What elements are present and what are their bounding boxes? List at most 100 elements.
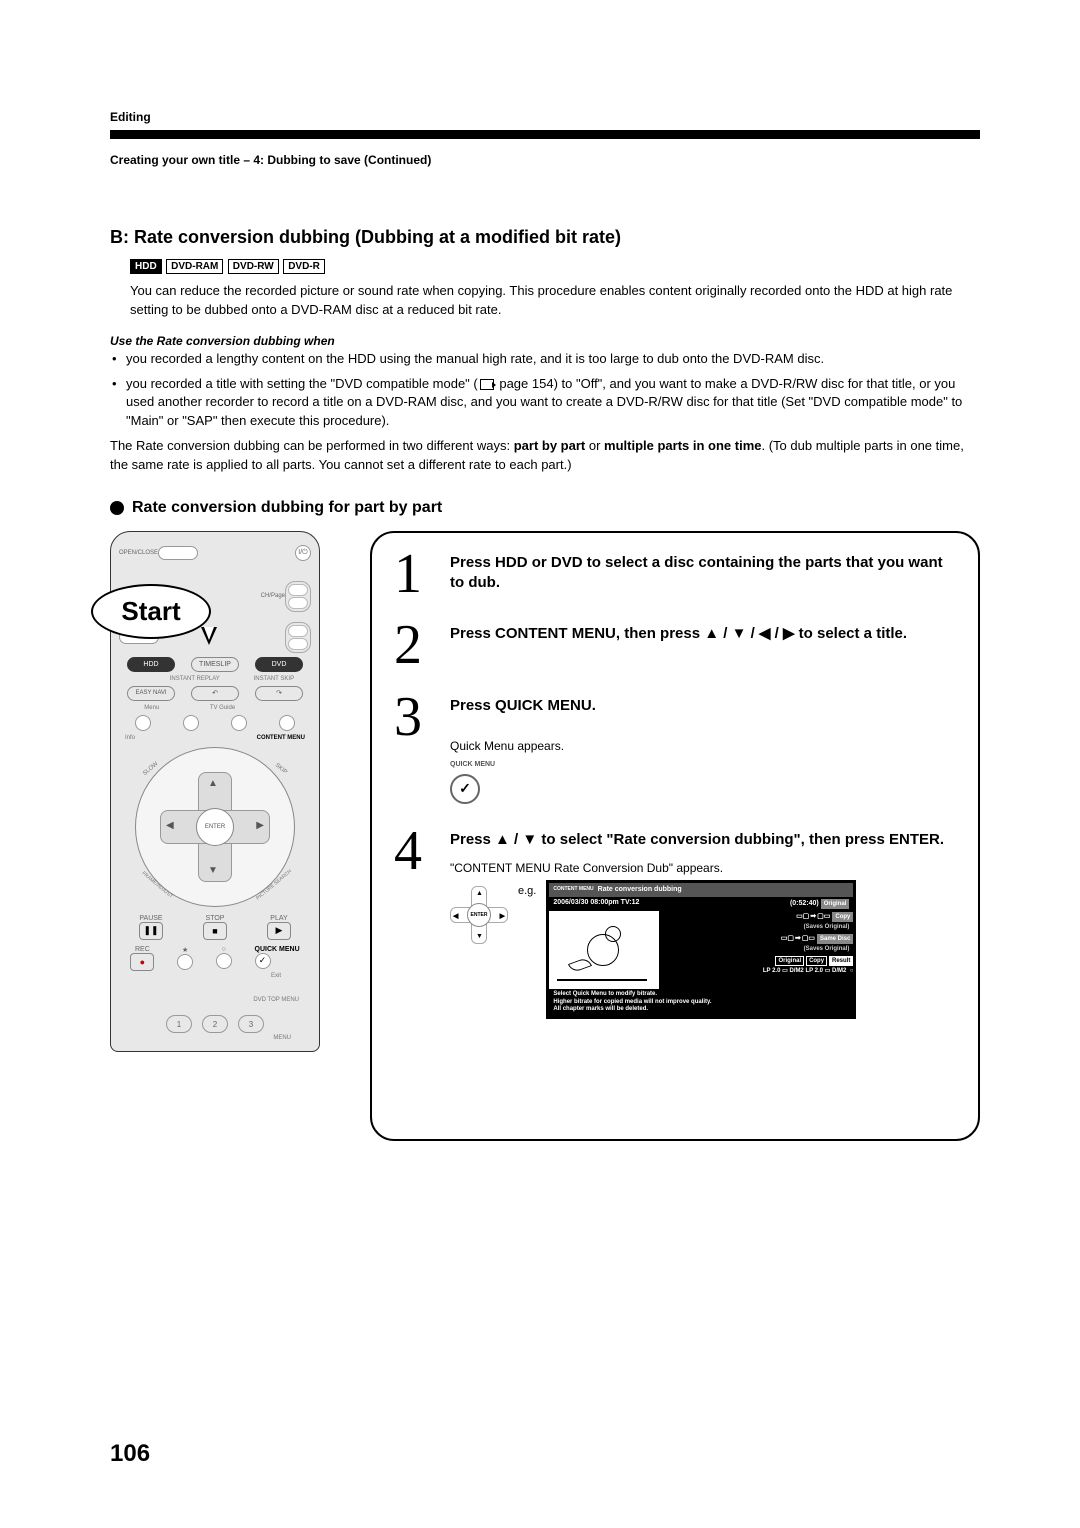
note-d: multiple parts in one time <box>604 438 761 453</box>
vol-down-button[interactable] <box>288 638 308 650</box>
instant-replay-label: INSTANT REPLAY <box>170 676 220 682</box>
intro-text: You can reduce the recorded picture or s… <box>130 282 980 320</box>
exit-label: Exit <box>119 973 311 979</box>
steps-box: 1 Press HDD or DVD to select a disc cont… <box>370 531 980 1141</box>
slow-label: SLOW <box>142 761 159 777</box>
osd-original-badge: Original <box>821 899 850 909</box>
step-4-text: Press ▲ / ▼ to select "Rate conversion d… <box>450 830 956 850</box>
osd-lp-b: LP 2.0 <box>805 968 823 974</box>
up-arrow-icon: ▲ <box>208 778 218 789</box>
bird-icon <box>569 926 629 971</box>
sub-heading-text: Rate conversion dubbing for part by part <box>132 499 442 517</box>
enter-button[interactable]: ENTER <box>196 808 234 846</box>
main-title: B: Rate conversion dubbing (Dubbing at a… <box>110 227 980 248</box>
stop-button[interactable]: ■ <box>203 922 227 940</box>
osd-screen: CONTENT MENU Rate conversion dubbing 200… <box>546 880 856 1019</box>
step-4-number: 4 <box>394 828 438 1019</box>
step-1-number: 1 <box>394 551 438 599</box>
osd-same-disc-btn: Same Disc <box>817 934 853 944</box>
osd-col-original: Original <box>775 956 804 966</box>
step-4: 4 Press ▲ / ▼ to select "Rate conversion… <box>394 828 956 1019</box>
ch-page-label: CH/Page <box>261 593 285 599</box>
osd-col-result: Result <box>829 956 853 966</box>
instant-replay-button[interactable]: ↶ <box>191 686 239 701</box>
menu-button[interactable] <box>183 715 199 731</box>
circle-button[interactable] <box>216 953 232 969</box>
osd-foot-1: Select Quick Menu to modify bitrate. <box>553 991 849 999</box>
enter-pad-icon: ENTER ▲ ▼ ◀ ▶ <box>450 886 508 944</box>
page-number: 106 <box>110 1440 150 1468</box>
hdd-button[interactable]: HDD <box>127 657 175 672</box>
dpad[interactable]: ENTER ▲ ▼ ◀ ▶ <box>160 772 270 882</box>
osd-copy-btn: Copy <box>832 912 853 922</box>
osd-header: Rate conversion dubbing <box>598 885 682 894</box>
vol-up-button[interactable] <box>288 625 308 637</box>
timeslip-button[interactable]: TIMESLIP <box>191 657 239 672</box>
step-2-number: 2 <box>394 622 438 670</box>
info-label: Info <box>125 735 135 741</box>
step-2: 2 Press CONTENT MENU, then press ▲ / ▼ /… <box>394 622 956 670</box>
start-callout-tail <box>201 627 217 645</box>
osd-duration: (0:52:40) <box>790 900 819 907</box>
osd-saves-1: (Saves Original) <box>663 923 853 931</box>
num-3-button[interactable]: 3 <box>238 1015 264 1033</box>
menu-bottom-label: MENU <box>119 1035 311 1041</box>
instant-skip-label: INSTANT SKIP <box>254 676 294 682</box>
disc-badges: HDD DVD-RAM DVD-RW DVD-R <box>130 256 980 274</box>
quick-menu-icon-label: QUICK MENU <box>450 760 956 769</box>
osd-foot-2: Higher bitrate for copied media will not… <box>553 999 849 1007</box>
info-button[interactable] <box>135 715 151 731</box>
power-button[interactable]: I/⏻ <box>295 545 311 561</box>
step-1: 1 Press HDD or DVD to select a disc cont… <box>394 551 956 599</box>
step-2-text: Press CONTENT MENU, then press ▲ / ▼ / ◀… <box>450 622 956 670</box>
play-button[interactable]: ▶ <box>267 922 291 940</box>
start-callout: Start <box>91 584 211 639</box>
star-button[interactable] <box>177 954 193 970</box>
ch-up-button[interactable] <box>288 584 308 596</box>
note-c: or <box>585 438 604 453</box>
use-when-list: you recorded a lengthy content on the HD… <box>110 350 980 431</box>
osd-dm2-b: D/M2 <box>832 968 846 974</box>
pause-label: PAUSE <box>139 915 163 922</box>
osd-thumbnail <box>549 911 659 989</box>
open-close-button[interactable] <box>158 546 198 560</box>
content-menu-button[interactable] <box>279 715 295 731</box>
stop-label: STOP <box>203 915 227 922</box>
bullet-1: you recorded a lengthy content on the HD… <box>110 350 980 369</box>
rec-button[interactable]: ● <box>130 953 154 971</box>
ch-down-button[interactable] <box>288 597 308 609</box>
osd-saves-2: (Saves Original) <box>663 945 853 953</box>
dvd-top-menu-label: DVD TOP MENU <box>253 997 299 1003</box>
instant-skip-button[interactable]: ↷ <box>255 686 303 701</box>
badge-dvd-r: DVD-R <box>283 259 325 274</box>
osd-foot-3: All chapter marks will be deleted. <box>553 1006 849 1014</box>
down-arrow-icon: ▼ <box>208 865 218 876</box>
dvd-button[interactable]: DVD <box>255 657 303 672</box>
osd-lp-a: LP 2.0 <box>763 968 781 974</box>
step-3: 3 Press QUICK MENU. Quick Menu appears. … <box>394 694 956 804</box>
easy-navi-button[interactable]: EASY NAVI <box>127 686 175 701</box>
sub-heading: Rate conversion dubbing for part by part <box>110 499 980 517</box>
play-label: PLAY <box>267 915 291 922</box>
osd-date: 2006/03/30 08:00pm TV:12 <box>553 898 639 910</box>
open-close-label: OPEN/CLOSE <box>119 550 158 556</box>
num-2-button[interactable]: 2 <box>202 1015 228 1033</box>
skip-label: SKIP <box>274 762 288 775</box>
page-ref-icon <box>480 379 494 390</box>
tv-guide-button[interactable] <box>231 715 247 731</box>
badge-hdd: HDD <box>130 259 162 274</box>
ch-page-group[interactable] <box>285 581 311 612</box>
menu-label: Menu <box>144 705 159 711</box>
left-arrow-icon: ◀ <box>166 820 174 831</box>
quick-menu-label: QUICK MENU <box>255 946 300 953</box>
num-1-button[interactable]: 1 <box>166 1015 192 1033</box>
dpad-outer: SLOW SKIP FRAME/ADJUST PICTURE SEARCH EN… <box>135 747 295 907</box>
vol-group[interactable] <box>285 622 311 653</box>
step-3-text: Press QUICK MENU. <box>450 696 956 716</box>
use-when-title: Use the Rate conversion dubbing when <box>110 334 980 348</box>
quick-menu-button[interactable]: ✓ <box>255 953 271 969</box>
note-b: part by part <box>514 438 586 453</box>
step-3-sub: Quick Menu appears. <box>450 738 956 754</box>
pause-button[interactable]: ❚❚ <box>139 922 163 940</box>
divider-bar <box>110 130 980 139</box>
